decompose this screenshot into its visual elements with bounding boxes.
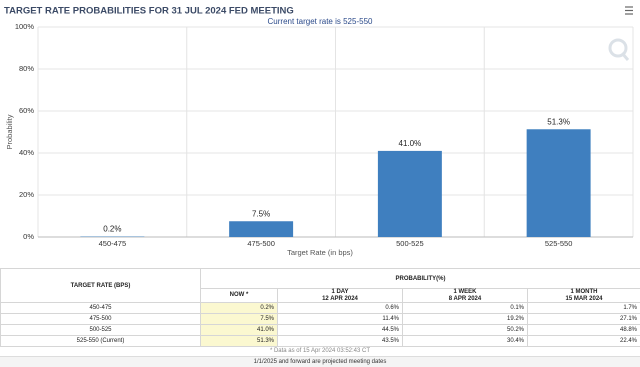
probability-cell: 51.3% bbox=[200, 335, 278, 347]
probability-cell: 48.8% bbox=[527, 324, 640, 336]
chart-title: TARGET RATE PROBABILITIES FOR 31 JUL 202… bbox=[4, 6, 294, 17]
probability-cell: 0.6% bbox=[277, 302, 403, 314]
y-tick-label: 80% bbox=[19, 64, 34, 73]
header-row: TARGET RATE (BPS) PROBABILITY(%) bbox=[0, 268, 640, 303]
probability-cell: 30.4% bbox=[402, 335, 528, 347]
probability-cell: 0.1% bbox=[402, 302, 528, 314]
probability-cell: 0.2% bbox=[200, 302, 278, 314]
probability-table: TARGET RATE (BPS) PROBABILITY(%) NOW * 1 DA… bbox=[0, 268, 640, 347]
y-axis-label: Probability bbox=[5, 114, 14, 149]
y-tick-label: 100% bbox=[15, 22, 35, 31]
table-row: 450-475 0.2% 0.6% 0.1% 1.7% bbox=[0, 302, 640, 314]
probability-cell: 11.4% bbox=[277, 313, 403, 325]
probability-cell: 50.2% bbox=[402, 324, 528, 336]
y-tick-label: 0% bbox=[23, 232, 34, 241]
probability-cell: 43.5% bbox=[277, 335, 403, 347]
header-cell: TARGET RATE (BPS) bbox=[0, 268, 201, 303]
y-tick-label: 60% bbox=[19, 106, 34, 115]
footnote: * Data as of 15 Apr 2024 03:52:43 CT bbox=[269, 348, 371, 354]
column-header: 1 WEEK 8 APR 2024 bbox=[402, 288, 528, 303]
y-tick-label: 20% bbox=[19, 190, 34, 199]
x-tick-label: 450-475 bbox=[99, 239, 127, 248]
table-row: 525-550 (Current) 51.3% 43.5% 30.4% 22.4% bbox=[0, 335, 640, 347]
probability-cell: 7.5% bbox=[200, 313, 278, 325]
column-label: 1 DAY bbox=[331, 289, 349, 295]
rate-cell: 500-525 bbox=[0, 324, 201, 336]
rate-cell: 450-475 bbox=[0, 302, 201, 314]
column-date: 12 APR 2024 bbox=[322, 295, 358, 302]
table-row: 500-525 41.0% 44.5% 50.2% 48.8% bbox=[0, 324, 640, 336]
value-label: 7.5% bbox=[252, 209, 270, 218]
column-label: 1 WEEK bbox=[453, 289, 477, 295]
value-label: 51.3% bbox=[547, 117, 570, 126]
table-row: 475-500 7.5% 11.4% 19.2% 27.1% bbox=[0, 313, 640, 325]
watermark-ring bbox=[608, 38, 628, 58]
column-header: NOW * bbox=[200, 288, 278, 303]
bar bbox=[377, 150, 442, 237]
probability-cell: 19.2% bbox=[402, 313, 528, 325]
y-tick-label: 40% bbox=[19, 148, 34, 157]
probability-cell: 1.7% bbox=[527, 302, 640, 314]
x-axis-label: Target Rate (in bps) bbox=[287, 248, 353, 257]
column-label: 1 MONTH bbox=[570, 289, 598, 295]
column-date: 8 APR 2024 bbox=[448, 295, 482, 302]
column-header: 1 DAY 12 APR 2024 bbox=[277, 288, 403, 303]
value-label: 41.0% bbox=[399, 139, 422, 148]
rate-cell: 525-550 (Current) bbox=[0, 335, 201, 347]
footnote: 1/1/2025 and forward are projected meeti… bbox=[0, 356, 640, 367]
probability-cell: 41.0% bbox=[200, 324, 278, 336]
watermark bbox=[608, 38, 630, 61]
header-row: NOW * 1 DAY 12 APR 2024 1 WEEK 8 APR 2024 1 M… bbox=[1, 288, 640, 303]
watermark-tail bbox=[620, 52, 630, 61]
x-tick-label: 475-500 bbox=[247, 239, 275, 248]
rate-cell: 475-500 bbox=[0, 313, 201, 325]
bar bbox=[526, 129, 591, 237]
chart-subtitle: Current target rate is 525-550 bbox=[268, 17, 373, 26]
chart: TARGET RATE PROBABILITIES FOR 31 JUL 202… bbox=[4, 4, 636, 257]
column-date: 15 MAR 2024 bbox=[565, 295, 603, 302]
column-label: NOW * bbox=[229, 292, 249, 299]
value-label: 0.2% bbox=[103, 225, 121, 234]
probability-cell: 44.5% bbox=[277, 324, 403, 336]
x-tick-label: 525-550 bbox=[545, 239, 573, 248]
column-header: 1 MONTH 15 MAR 2024 bbox=[527, 288, 640, 303]
probability-cell: 22.4% bbox=[527, 335, 640, 347]
probability-cell: 27.1% bbox=[527, 313, 640, 325]
header-cell: PROBABILITY(%) bbox=[200, 268, 640, 289]
bar bbox=[229, 221, 294, 237]
x-tick-label: 500-525 bbox=[396, 239, 424, 248]
menu-button[interactable] bbox=[622, 4, 636, 17]
